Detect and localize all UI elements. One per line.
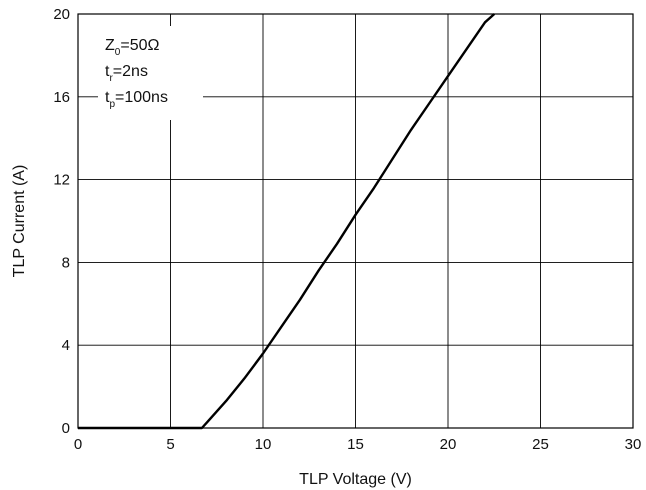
- x-tick-label: 0: [74, 436, 82, 453]
- y-axis-label: TLP Current (A): [11, 165, 28, 278]
- data-series: [78, 13, 496, 430]
- y-tick-label: 20: [53, 6, 70, 23]
- legend-entry: Z0=50Ω: [105, 37, 159, 58]
- x-tick-label: 15: [347, 436, 364, 453]
- x-tick-label: 25: [532, 436, 549, 453]
- series-line: [78, 13, 496, 430]
- parameter-legend: Z0=50Ω tr=2ns tp=100ns: [98, 26, 203, 120]
- x-tick-label: 10: [255, 436, 272, 453]
- legend-background: [98, 26, 203, 120]
- y-tick-label: 16: [53, 89, 70, 106]
- legend-entry: tr=2ns: [105, 63, 148, 84]
- y-tick-label: 12: [53, 172, 70, 189]
- grid-lines: [78, 14, 633, 428]
- x-tick-label: 20: [440, 436, 457, 453]
- y-tick-label: 8: [62, 254, 70, 271]
- x-tick-label: 30: [625, 436, 642, 453]
- x-tick-label: 5: [166, 436, 174, 453]
- plot-area-border: [77, 13, 634, 429]
- y-tick-label: 4: [62, 337, 70, 354]
- y-tick-label: 0: [62, 420, 70, 437]
- legend-entry: tp=100ns: [105, 89, 168, 110]
- x-axis-label: TLP Voltage (V): [299, 471, 412, 488]
- tick-labels: 0 5 10 15 20 25 30 0 4 8 12 16 20: [53, 6, 641, 453]
